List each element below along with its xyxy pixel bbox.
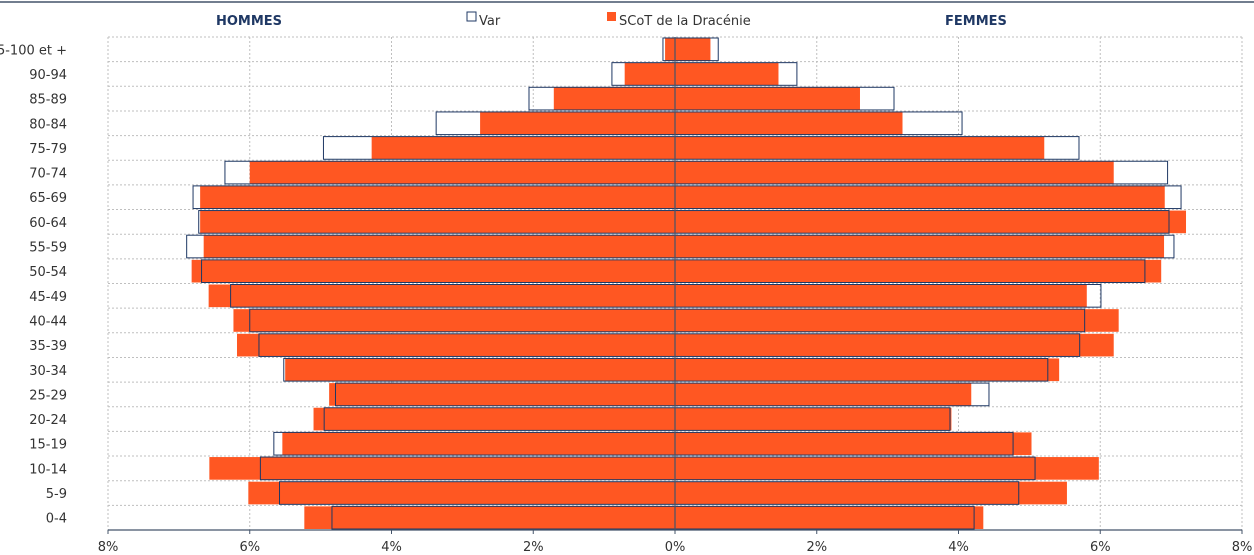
scot-men-bar xyxy=(200,210,675,234)
age-group-label: 80-84 xyxy=(29,117,67,132)
scot-women-bar xyxy=(675,407,952,431)
scot-women-bar xyxy=(675,210,1187,234)
age-group-label: 75-79 xyxy=(29,142,67,157)
age-group-label: 65-69 xyxy=(29,191,67,206)
x-tick-label: 4% xyxy=(948,540,969,555)
men-side-title: HOMMES xyxy=(216,14,282,29)
age-group-label: 50-54 xyxy=(29,265,67,280)
scot-men-bar xyxy=(304,506,675,529)
age-group-label: 60-64 xyxy=(29,216,67,231)
women-side-title: FEMMES xyxy=(945,14,1007,29)
grid-lines xyxy=(107,36,1243,531)
scot-women-bar xyxy=(675,358,1060,382)
age-group-label: 35-39 xyxy=(29,339,67,354)
age-group-label: 0-4 xyxy=(46,512,67,527)
age-group-label: 25-29 xyxy=(29,388,67,403)
axes xyxy=(107,37,1243,534)
scot-women-bar xyxy=(675,38,711,61)
age-group-label: 55-59 xyxy=(29,241,67,256)
age-group-label: 15-19 xyxy=(29,438,67,453)
scot-men-bar xyxy=(624,62,675,86)
x-tick-label: 8% xyxy=(98,540,119,555)
scot-women-bar xyxy=(675,87,860,110)
x-tick-label: 4% xyxy=(381,540,402,555)
x-tick-label: 8% xyxy=(1232,540,1253,555)
scot-women-bar xyxy=(675,481,1067,505)
age-group-label: 10-14 xyxy=(29,462,67,477)
scot-men-bar xyxy=(371,136,675,160)
scot-men-bar xyxy=(233,309,676,332)
age-group-labels: 0-4 5-9 10-14 15-19 20-24 25-29 30-34 35-39 40-4… xyxy=(0,43,67,526)
scot-men-bar xyxy=(236,333,675,357)
scot-men-bar xyxy=(209,457,675,480)
scot-men-bar xyxy=(208,284,675,308)
legend: Var SCoT de la Dracénie xyxy=(466,11,751,29)
scot-women-bar xyxy=(675,309,1119,332)
scot-men-bar xyxy=(329,383,675,406)
x-tick-label: 2% xyxy=(523,540,544,555)
age-group-label: 70-74 xyxy=(29,167,67,182)
x-tick-label: 0% xyxy=(665,540,686,555)
var-bars xyxy=(186,37,1182,530)
scot-women-bar xyxy=(675,284,1087,308)
age-group-label: 5-9 xyxy=(46,487,67,502)
x-tick-labels: 8% 6% 4% 2% 0% 2% 4% 6% 8% xyxy=(98,540,1253,555)
scot-women-bar xyxy=(675,235,1165,258)
age-group-label: 45-49 xyxy=(29,290,67,305)
scot-men-bar xyxy=(200,185,675,209)
legend-var-label: Var xyxy=(479,14,501,29)
x-tick-label: 6% xyxy=(239,540,260,555)
scot-bars xyxy=(191,38,1187,529)
scot-men-bar xyxy=(203,235,675,258)
scot-women-bar xyxy=(675,111,903,135)
scot-men-bar xyxy=(665,38,675,61)
age-group-label: 20-24 xyxy=(29,413,67,428)
age-group-label: 30-34 xyxy=(29,364,67,379)
scot-women-bar xyxy=(675,259,1162,283)
legend-scot-swatch xyxy=(607,12,616,21)
x-tick-label: 2% xyxy=(806,540,827,555)
age-group-label: 85-89 xyxy=(29,93,67,108)
legend-scot-label: SCoT de la Dracénie xyxy=(619,14,751,29)
age-group-label: 40-44 xyxy=(29,314,67,329)
scot-men-bar xyxy=(285,358,675,382)
scot-men-bar xyxy=(480,111,675,135)
scot-women-bar xyxy=(675,432,1032,456)
scot-women-bar xyxy=(675,383,972,406)
scot-women-bar xyxy=(675,333,1114,357)
age-group-label: 90-94 xyxy=(29,68,67,83)
scot-men-bar xyxy=(553,87,675,110)
legend-var-swatch xyxy=(466,11,477,22)
age-group-label: 95-100 et + xyxy=(0,43,67,58)
scot-women-bar xyxy=(675,506,984,529)
scot-men-bar xyxy=(191,259,675,283)
scot-men-bar xyxy=(248,481,675,505)
scot-men-bar xyxy=(282,432,675,456)
scot-women-bar xyxy=(675,62,779,86)
scot-men-bar xyxy=(313,407,675,431)
scot-women-bar xyxy=(675,185,1165,209)
scot-women-bar xyxy=(675,136,1045,160)
x-tick-label: 6% xyxy=(1090,540,1111,555)
scot-men-bar xyxy=(249,161,675,184)
scot-women-bar xyxy=(675,457,1099,480)
scot-women-bar xyxy=(675,161,1114,184)
